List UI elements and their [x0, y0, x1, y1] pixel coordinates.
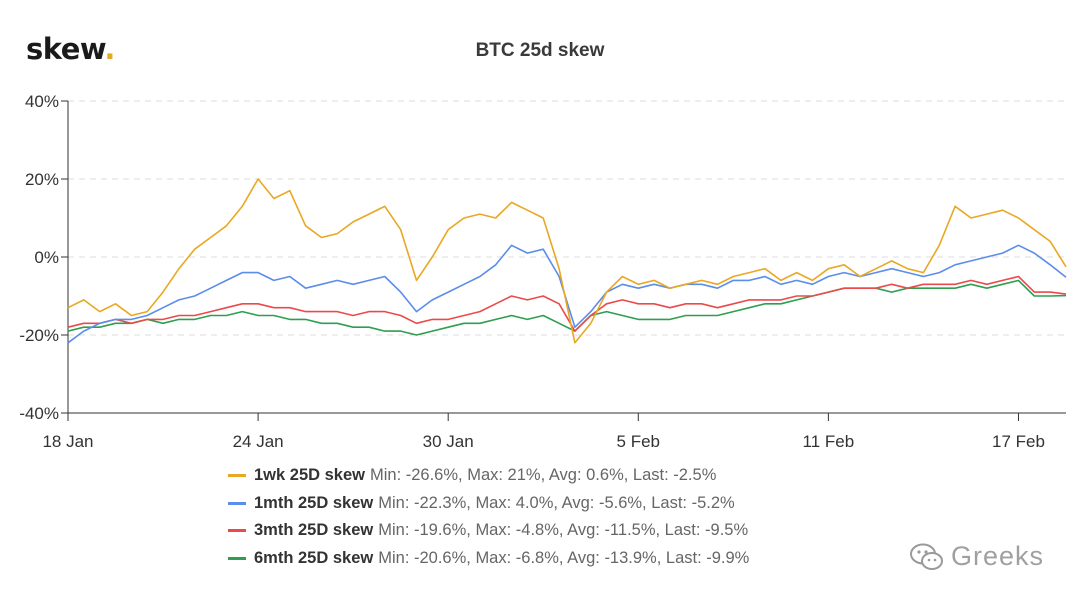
series-line-1mth	[67, 244, 1067, 344]
legend-series-name: 1wk 25D skew	[254, 466, 365, 484]
y-tick-label: 40%	[25, 92, 59, 111]
x-tick-label: 5 Feb	[617, 432, 660, 451]
x-tick-label: 24 Jan	[233, 432, 284, 451]
y-tick-label: 20%	[25, 170, 59, 189]
legend-series-name: 1mth 25D skew	[254, 493, 374, 512]
x-axis-labels: 18 Jan 24 Jan 30 Jan 5 Feb 11 Feb 17 Feb	[42, 432, 1044, 451]
chart-svg: 40% 20% 0% -20% -40% 18 Jan 24 Jan 30 Jan 5 Feb…	[19, 92, 1067, 451]
y-tick-label: 0%	[34, 248, 59, 267]
legend-item[interactable]: 1wk 25D skew Min: -26.6%, Max: 21%, Avg: …	[228, 462, 749, 490]
legend-series-stats: Min: -19.6%, Max: -4.8%, Avg: -11.5%, La…	[378, 521, 749, 540]
watermark: Greeks	[909, 541, 1044, 572]
legend: 1wk 25D skew Min: -26.6%, Max: 21%, Avg: …	[228, 462, 749, 572]
series-line-1wk	[67, 178, 1067, 344]
series-lines	[67, 178, 1067, 344]
skew-logo: skew.	[26, 32, 115, 66]
legend-item[interactable]: 6mth 25D skew Min: -20.6%, Max: -6.8%, Av…	[228, 545, 749, 573]
y-tick-label: -40%	[19, 404, 59, 423]
series-line-3mth	[67, 275, 1067, 332]
legend-item[interactable]: 1mth 25D skew Min: -22.3%, Max: 4.0%, Avg…	[228, 490, 749, 518]
logo-text: skew	[26, 32, 105, 66]
chart-title: BTC 25d skew	[475, 40, 605, 61]
series-line-6mth	[67, 279, 1067, 336]
y-axis-labels: 40% 20% 0% -20% -40%	[19, 92, 59, 423]
grid-lines	[68, 100, 1066, 336]
watermark-text: Greeks	[950, 541, 1044, 571]
axes	[61, 100, 1066, 421]
x-tick-label: 17 Feb	[992, 432, 1045, 451]
x-tick-label: 18 Jan	[42, 432, 93, 451]
logo-dot: .	[104, 32, 115, 66]
wechat-icon	[909, 543, 943, 570]
y-tick-label: -20%	[19, 326, 59, 345]
legend-series-stats: Min: -26.6%, Max: 21%, Avg: 0.6%, Last: …	[370, 466, 717, 484]
legend-series-stats: Min: -22.3%, Max: 4.0%, Avg: -5.6%, Last…	[378, 493, 735, 512]
x-tick-label: 11 Feb	[803, 432, 855, 451]
legend-item[interactable]: 3mth 25D skew Min: -19.6%, Max: -4.8%, Av…	[228, 517, 749, 545]
legend-series-stats: Min: -20.6%, Max: -6.8%, Avg: -13.9%, La…	[378, 548, 750, 567]
legend-series-name: 3mth 25D skew	[254, 521, 374, 540]
legend-swatch	[228, 501, 246, 505]
legend-series-name: 6mth 25D skew	[254, 548, 374, 567]
x-tick-label: 30 Jan	[423, 432, 474, 451]
legend-swatch	[228, 529, 246, 533]
legend-swatch	[228, 557, 246, 561]
legend-swatch	[228, 474, 246, 478]
